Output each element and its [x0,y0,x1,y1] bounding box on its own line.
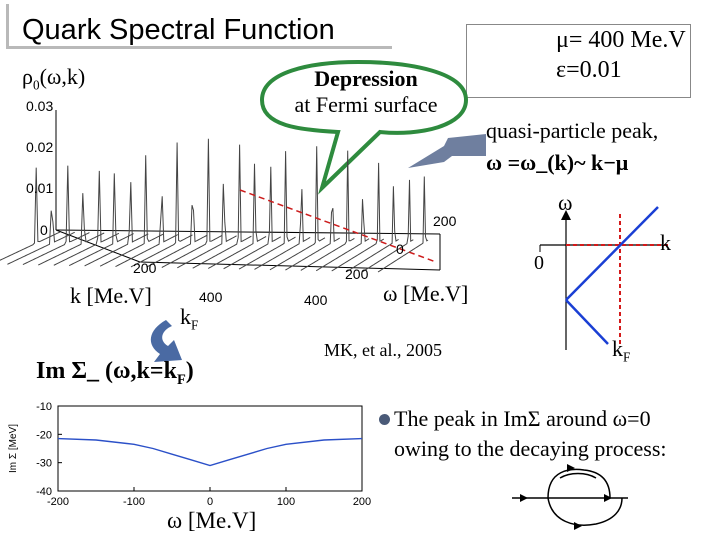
spectral-ridge [146,204,208,268]
spectral-ridge [300,150,355,271]
chart-frame [57,405,363,492]
im-sigma-chart: -200 -100 0 100 200 -10 -20 -30 -40 Im Σ [MeV] [8,401,371,508]
k-axis-label: k [Me.V] [70,283,152,308]
spectral-ridge [68,173,134,267]
peak-note-line1: The peak in ImΣ around ω=0 [394,406,651,431]
spectral-ridge [362,179,414,273]
kf-label: kF [180,304,199,333]
spectral-ridge [192,144,252,269]
omega-axis-label: ω [Me.V] [383,281,469,306]
y-tick-label: -30 [36,458,52,470]
w-tick: 200 [345,266,369,282]
dispersion-kf: kF [612,336,631,365]
title-frame [6,4,392,49]
depression-callout [259,59,469,195]
spectral-ridge [84,182,149,267]
y-tick-label: -20 [36,429,52,441]
spectral-ridge [161,138,223,268]
fermi-surface-line [239,189,437,263]
series-line [57,437,363,467]
spectral-ridge [22,165,90,266]
x-tick-label: -100 [123,496,145,508]
spectral-ridge [99,155,164,267]
y-tick-label: -10 [36,401,52,413]
mu-parameter: μ= 400 Me.V [556,27,686,53]
spectral-ridge [269,146,326,271]
spectral-ridge [331,162,385,272]
spectral-peaks [0,138,429,273]
rho-label: ρ0(ω,k) [22,64,86,93]
dispersion-diagram [539,206,668,350]
epsilon-parameter: ε=0.01 [556,57,622,83]
spectral-ridge [223,166,282,270]
spectral-ridge [177,183,237,269]
depression-label: Depression at Fermi surface [294,66,438,117]
citation: MK, et al., 2005 [324,340,442,360]
w-tick: 200 [433,213,457,229]
x-tick-label: 0 [207,496,213,508]
quasi-peak-formula: ω =ω_(k)~ k−μ [486,150,629,175]
im-sigma-label: Im Σ_ (ω,k=kF) [36,358,194,388]
bullet-icon [379,414,390,425]
spectral-ridge [377,176,429,273]
im-chart-xlabel: ω [Me.V] [167,508,257,533]
spectral-ridge [130,142,193,268]
spectral-ridge [7,210,75,265]
quasi-peak-label: quasi-particle peak, [486,118,659,143]
x-tick-label: -200 [47,496,69,508]
spectral-ridge [285,208,340,271]
spectral-ridge [346,186,399,272]
w-tick: 400 [304,292,328,308]
z-tick: 0 [40,222,48,238]
spectral-ridge [238,151,296,270]
dispersion-omega: ω [558,190,573,215]
curved-arrow [150,320,182,362]
z-tick: 0.02 [26,139,54,155]
spectral-ridge [254,189,311,270]
peak-note-line2: owing to the decaying process: [394,436,667,461]
spectral-ridge [315,199,370,272]
k-tick: 200 [133,260,157,276]
y-tick-label: -40 [36,486,52,498]
spectral-ridge [0,167,61,261]
spectral-ridge [38,193,105,266]
x-tick-label: 100 [277,496,295,508]
dispersion-k: k [660,230,671,255]
k-tick: 400 [199,289,223,305]
y-axis-label: Im Σ [MeV] [8,424,19,473]
dispersion-zero: 0 [534,252,544,274]
spectral-ridge [207,163,267,269]
w-tick: 0 [396,241,404,257]
quasi-peak-arrow [408,134,486,168]
page-title: Quark Spectral Function [22,14,335,46]
x-tick-label: 200 [353,496,371,508]
parameters-box [466,24,691,98]
spectral-ridge [53,170,120,266]
z-tick: 0.01 [26,180,54,196]
z-tick: 0.03 [26,98,54,114]
spectral-ridge [115,196,179,268]
decay-diagram [512,464,628,530]
